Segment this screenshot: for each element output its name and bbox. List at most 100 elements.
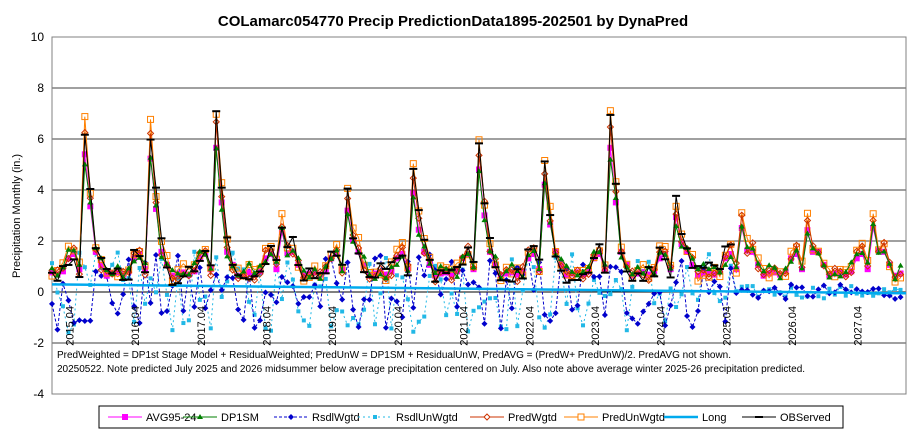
data-point-rsdlwgtd	[415, 254, 422, 261]
data-point-predunwgtd	[398, 239, 406, 247]
data-point-rsdlwgtd	[437, 291, 444, 298]
data-point-rsdlwgtd	[842, 286, 849, 293]
data-point-rsdlwgtd	[371, 255, 378, 262]
data-point-avg95-24	[273, 266, 280, 273]
data-point-predwgtd	[513, 277, 522, 286]
data-point-predwgtd	[688, 253, 697, 262]
data-point-predunwgtd	[179, 260, 187, 268]
data-point-dp1sm	[722, 261, 729, 267]
data-point-rsdlunwgtd	[427, 273, 432, 278]
data-point-rsdlunwgtd	[723, 295, 728, 300]
data-point-predwgtd	[447, 276, 456, 284]
data-point-predunwgtd	[639, 261, 647, 269]
data-point-rsdlwgtd	[875, 285, 882, 292]
data-point-rsdlwgtd	[596, 273, 603, 280]
data-point-rsdlunwgtd	[548, 312, 553, 317]
data-point-dp1sm	[267, 251, 274, 257]
x-tick-label: 2027.04	[853, 306, 865, 346]
data-point-rsdlunwgtd	[55, 290, 60, 295]
data-point-rsdlwgtd	[486, 257, 493, 264]
data-point-avg95-24	[530, 251, 537, 258]
data-point-rsdlunwgtd	[307, 323, 312, 328]
data-point-avg95-24	[300, 272, 307, 279]
data-point-dp1sm	[612, 195, 619, 201]
data-point-rsdlunwgtd	[323, 276, 328, 281]
data-point-rsdlunwgtd	[493, 295, 498, 300]
data-point-dp1sm	[892, 276, 899, 282]
data-point-rsdlunwgtd	[50, 261, 54, 266]
data-point-avg95-24	[793, 251, 800, 258]
data-point-rsdlwgtd	[87, 317, 94, 324]
data-point-rsdlunwgtd	[509, 257, 514, 262]
data-point-rsdlunwgtd	[296, 309, 301, 314]
data-point-rsdlwgtd	[70, 319, 77, 326]
data-point-rsdlwgtd	[667, 302, 674, 309]
y-tick-label: -4	[33, 387, 44, 401]
x-tick-label: 2019.04	[327, 306, 339, 346]
data-point-rsdlwgtd	[202, 305, 209, 312]
data-point-rsdlwgtd	[361, 296, 368, 303]
data-point-rsdlwgtd	[306, 294, 313, 301]
data-point-rsdlunwgtd	[290, 277, 295, 282]
legend-marker	[373, 415, 377, 419]
data-point-dp1sm	[716, 269, 723, 275]
data-point-rsdlwgtd	[136, 319, 143, 326]
data-point-rsdlwgtd	[366, 296, 373, 303]
data-point-rsdlunwgtd	[789, 285, 794, 290]
data-point-rsdlunwgtd	[679, 292, 684, 297]
data-point-rsdlunwgtd	[652, 301, 657, 306]
data-point-dp1sm	[771, 264, 778, 270]
data-point-dp1sm	[870, 221, 877, 227]
data-point-dp1sm	[470, 264, 477, 270]
data-point-rsdlunwgtd	[378, 291, 383, 296]
y-tick-label: 8	[37, 81, 44, 95]
data-point-rsdlwgtd	[629, 315, 636, 322]
data-point-rsdlunwgtd	[695, 297, 700, 302]
data-point-rsdlunwgtd	[400, 275, 405, 280]
data-point-rsdlwgtd	[508, 305, 515, 312]
data-point-rsdlunwgtd	[66, 330, 71, 335]
data-point-rsdlunwgtd	[482, 299, 487, 304]
data-point-rsdlunwgtd	[411, 329, 416, 334]
data-point-dp1sm	[673, 223, 680, 229]
data-point-rsdlwgtd	[131, 303, 138, 310]
data-point-avg95-24	[278, 229, 285, 236]
data-point-rsdlwgtd	[651, 290, 658, 297]
data-point-avg95-24	[448, 271, 455, 278]
data-point-rsdlunwgtd	[137, 266, 142, 271]
data-point-rsdlunwgtd	[821, 296, 826, 301]
data-point-rsdlwgtd	[114, 310, 121, 317]
data-point-dp1sm	[317, 275, 324, 281]
data-point-rsdlunwgtd	[810, 285, 815, 290]
data-point-rsdlwgtd	[749, 291, 756, 298]
y-tick-label: 4	[37, 183, 44, 197]
data-point-rsdlwgtd	[410, 304, 417, 311]
data-point-avg95-24	[525, 255, 532, 262]
data-point-rsdlunwgtd	[181, 321, 186, 326]
data-point-avg95-24	[246, 269, 253, 276]
legend-item-rsdlwgtd: RsdlWgtd	[274, 412, 360, 424]
data-point-predwgtd	[672, 210, 680, 218]
data-point-dp1sm	[158, 254, 165, 260]
data-point-rsdlunwgtd	[351, 315, 356, 320]
data-point-rsdlunwgtd	[383, 256, 388, 261]
data-point-rsdlunwgtd	[60, 304, 65, 309]
data-point-predwgtd	[606, 123, 615, 131]
data-point-rsdlwgtd	[465, 281, 472, 288]
data-point-dp1sm	[207, 265, 214, 271]
data-point-rsdlunwgtd	[542, 325, 547, 330]
data-point-rsdlwgtd	[399, 314, 406, 321]
data-point-predunwgtd	[81, 113, 89, 121]
data-point-predwgtd	[858, 242, 866, 250]
data-point-dp1sm	[289, 247, 296, 253]
data-point-rsdlunwgtd	[663, 319, 668, 324]
data-point-rsdlunwgtd	[197, 297, 202, 302]
data-point-avg95-24	[514, 271, 521, 278]
data-point-dp1sm	[694, 266, 701, 272]
data-point-rsdlwgtd	[355, 323, 362, 330]
data-point-rsdlwgtd	[443, 276, 450, 283]
data-point-predunwgtd	[732, 269, 740, 277]
data-point-rsdlwgtd	[196, 264, 203, 271]
data-point-dp1sm	[777, 275, 784, 281]
